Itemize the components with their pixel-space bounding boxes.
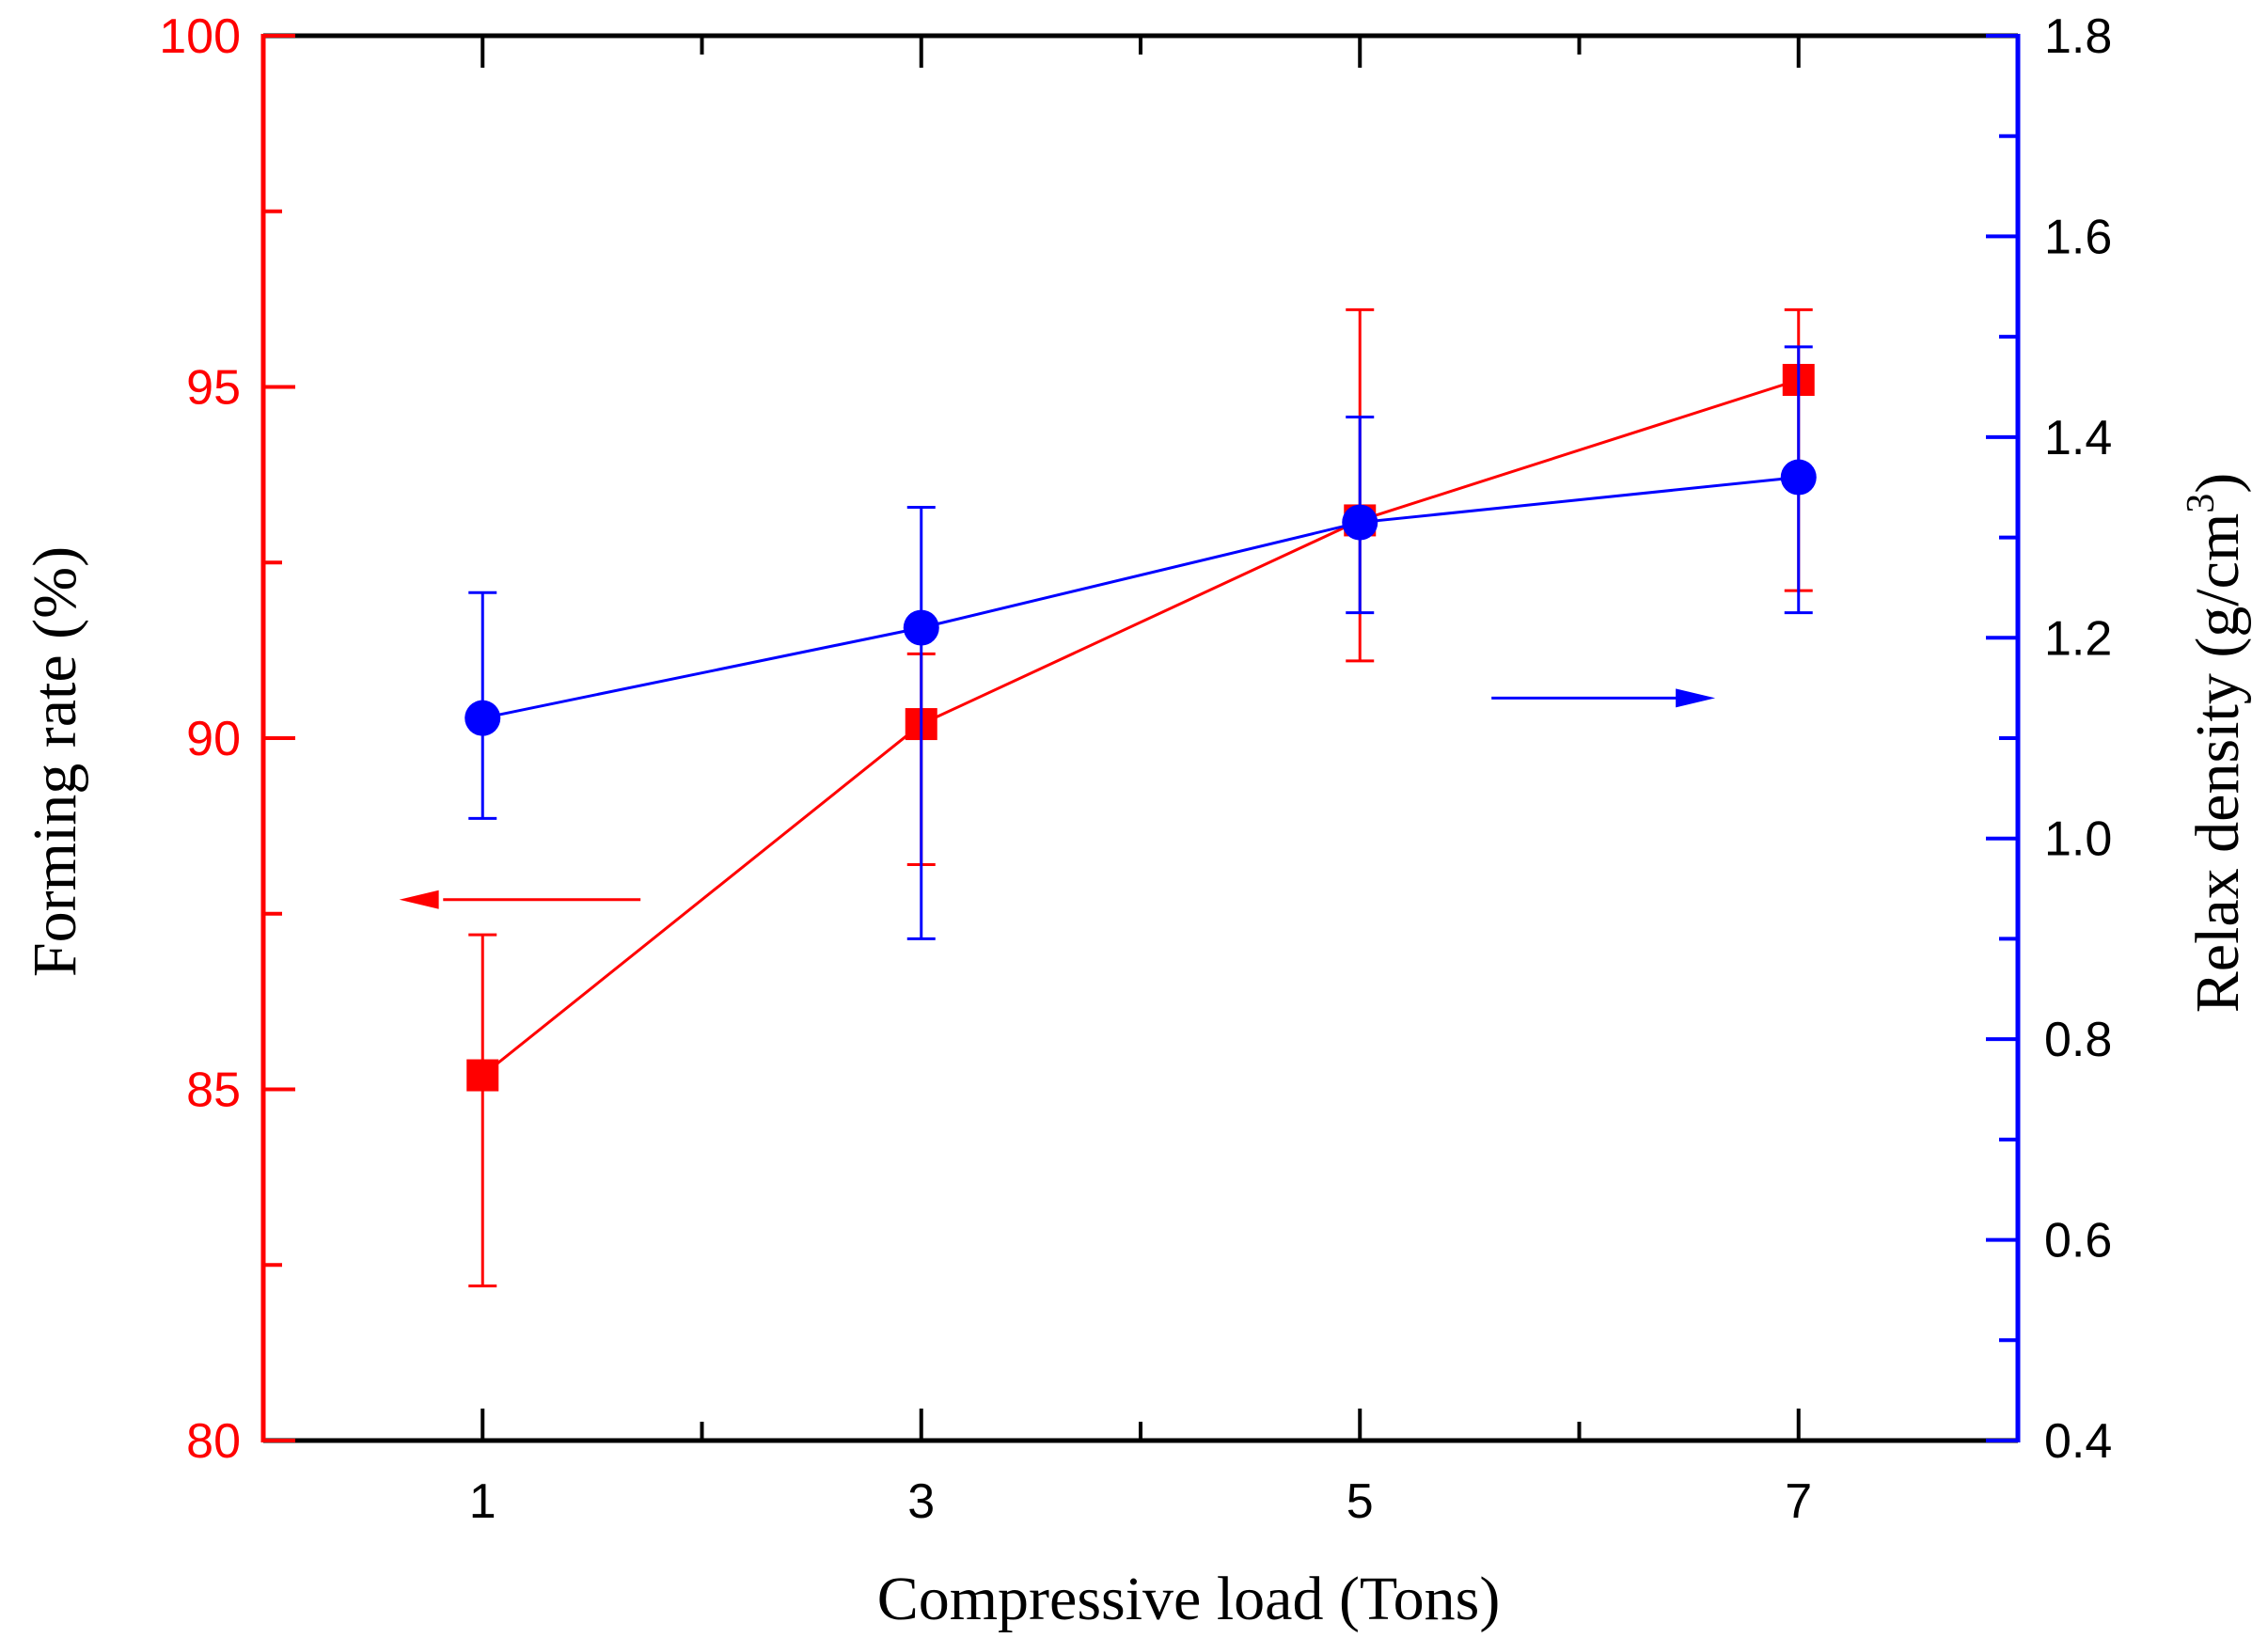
left-tick-label: 95: [186, 361, 241, 416]
relax-density-point: [903, 609, 939, 646]
x-tick-label: 3: [907, 1474, 935, 1529]
right-tick-label: 1.4: [2044, 411, 2112, 465]
x-tick-label: 7: [1785, 1474, 1812, 1529]
right-tick-label: 1.8: [2044, 9, 2112, 64]
relax-density-point: [465, 700, 501, 736]
series-layer: [465, 307, 1817, 1288]
right-axis-title-superscript: 3: [2180, 494, 2223, 513]
right-tick-label: 1.0: [2044, 812, 2112, 867]
left-axis-arrowhead: [399, 890, 439, 909]
x-tick-label: 5: [1347, 1474, 1374, 1529]
x-tick-label: 1: [469, 1474, 496, 1529]
left-tick-label: 100: [159, 9, 241, 64]
left-tick-label: 85: [186, 1063, 241, 1118]
annotation-layer: [399, 688, 1716, 909]
right-axis-title: Relax density (g/cm3): [2180, 473, 2252, 1014]
right-tick-label: 0.4: [2044, 1414, 2112, 1469]
right-tick-label: 0.8: [2044, 1013, 2112, 1067]
left-axis-title: Forming rate (%): [21, 546, 89, 977]
right-tick-label: 0.6: [2044, 1214, 2112, 1268]
right-tick-label: 1.6: [2044, 210, 2112, 264]
plot-frame: [260, 33, 2021, 1443]
relax-density-point: [1342, 504, 1378, 541]
left-tick-label: 90: [186, 712, 241, 766]
right-tick-label: 1.2: [2044, 611, 2112, 666]
x-axis-ticks: 1 3 5 7: [469, 36, 1812, 1529]
right-axis-arrowhead: [1676, 688, 1716, 708]
relax-density-point: [1780, 459, 1817, 496]
left-axis-ticks: 80 85 90 95 100: [159, 9, 295, 1469]
relax-density-line: [481, 476, 1799, 720]
forming-rate-point: [466, 1059, 499, 1092]
right-axis-title-close: ): [2183, 473, 2252, 494]
left-tick-label: 80: [186, 1414, 241, 1469]
right-axis-ticks: 0.4 0.6 0.8 1.0 1.2 1.4 1.6 1.8: [1986, 9, 2112, 1469]
forming-rate-line: [481, 378, 1800, 1077]
x-axis-title: Compressive load (Tons): [877, 1565, 1501, 1633]
right-axis-title-base: Relax density (g/cm: [2183, 513, 2252, 1014]
